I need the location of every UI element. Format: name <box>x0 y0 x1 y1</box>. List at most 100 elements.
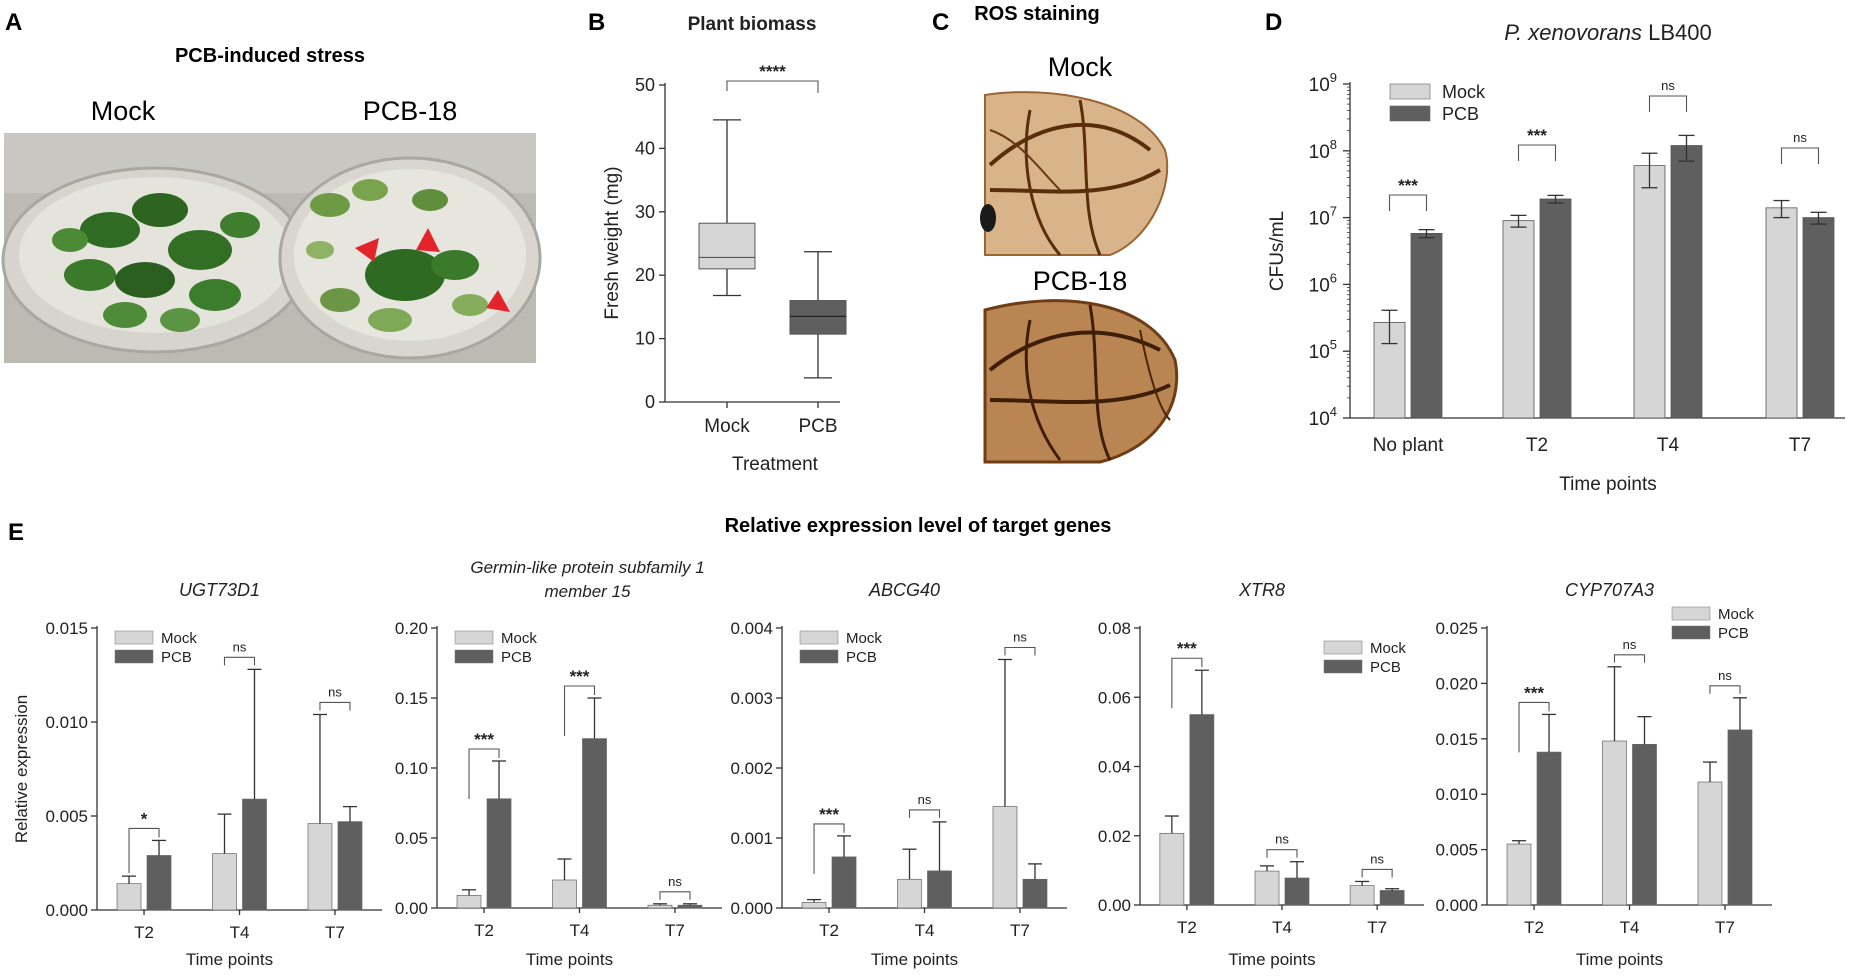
legend-label: PCB <box>1442 104 1479 124</box>
bar-group-t4 <box>1602 666 1657 906</box>
y-tick-label: 0.010 <box>45 713 88 732</box>
y-tick-label: 0.020 <box>1435 674 1478 693</box>
bar-group-t4 <box>1633 134 1703 419</box>
x-axis-label: Time points <box>1576 950 1663 969</box>
bar-group-t4 <box>897 821 952 909</box>
legend-swatch-pcb <box>114 649 154 664</box>
y-tick-label: 30 <box>635 202 655 222</box>
significance-e: * <box>128 809 160 874</box>
bar-group-t4 <box>1254 861 1310 906</box>
legend: Mock PCB <box>454 630 537 666</box>
bar-pcb <box>242 798 267 911</box>
x-tick-label: T4 <box>230 923 250 942</box>
significance-d: ns <box>1648 78 1688 112</box>
bar-pcb <box>1379 890 1405 906</box>
panel-a-title: PCB-induced stress <box>175 45 365 67</box>
y-tick-label: 108 <box>1309 137 1337 163</box>
y-tick-label: 0.004 <box>730 619 773 638</box>
significance-e: *** <box>1518 683 1550 753</box>
y-tick-label: 0.005 <box>45 807 88 826</box>
bar-mock <box>116 883 142 911</box>
panel-letter-d: D <box>1265 9 1282 36</box>
significance-bracket <box>468 748 500 799</box>
bar-pcb <box>1632 743 1657 906</box>
panel-b-boxplot: Plant biomass 0 10 20 30 40 50 Fresh weight (mg… <box>602 14 847 475</box>
legend-label: Mock <box>1718 606 1754 623</box>
chart-title: Germin-like protein subfamily 1 <box>470 558 704 577</box>
y-tick-label: 0.003 <box>730 689 773 708</box>
chart-title: ABCG40 <box>868 580 940 600</box>
significance-d: *** <box>1388 176 1428 211</box>
bar-pcb <box>1536 751 1562 906</box>
x-tick-label: T2 <box>474 921 494 940</box>
bar-pcb <box>927 870 952 909</box>
legend: Mock PCB <box>1671 606 1754 642</box>
bar-mock <box>1349 885 1375 906</box>
bar-group-no-plant <box>1373 229 1443 419</box>
panel-letter-a: A <box>5 9 22 36</box>
panel-c: ROS staining Mock PCB-18 <box>974 3 1179 464</box>
significance-e: ns <box>1709 668 1741 694</box>
panel-c-pcb-label: PCB-18 <box>1033 266 1128 296</box>
x-tick-label: Mock <box>704 416 750 437</box>
y-tick-label: 0.05 <box>395 829 428 848</box>
chart-title: Plant biomass <box>688 14 817 35</box>
bar-group-t2 <box>1502 194 1572 419</box>
significance-label: *** <box>819 805 839 824</box>
legend-swatch-mock <box>799 630 839 645</box>
y-tick-label: 0.04 <box>1098 758 1131 777</box>
bar-group-t7 <box>307 713 363 911</box>
significance-d: *** <box>1517 126 1557 161</box>
box-iqr <box>698 222 756 270</box>
legend-label: PCB <box>1370 659 1401 676</box>
significance-bracket <box>1388 194 1428 211</box>
significance-label: ns <box>1623 637 1637 652</box>
significance-bracket <box>726 80 819 93</box>
bar-mock <box>897 878 922 909</box>
x-tick-label: T2 <box>1177 918 1197 937</box>
significance-label: ns <box>918 792 932 807</box>
bar-group-t2 <box>116 839 172 911</box>
significance-bracket <box>813 823 845 874</box>
chart-title: member 15 <box>545 582 632 601</box>
significance-e: ns <box>1004 630 1036 656</box>
x-tick-label: T7 <box>325 923 345 942</box>
y-tick-label: 0.001 <box>730 829 773 848</box>
y-tick-label: 0.002 <box>730 759 773 778</box>
significance-label: ns <box>328 684 342 699</box>
ros-stain-mock-image <box>980 91 1169 256</box>
legend-swatch-mock <box>1323 640 1363 655</box>
panel-c-mock-label: Mock <box>1048 52 1113 82</box>
panel-c-title: ROS staining <box>974 3 1100 25</box>
significance-label: * <box>141 809 148 828</box>
x-tick-label: T7 <box>1010 921 1030 940</box>
chart-title-species: P. xenovorans <box>1504 20 1642 45</box>
significance-label: ns <box>668 874 682 889</box>
x-tick-label: T4 <box>570 921 590 940</box>
bar-mock <box>992 806 1018 909</box>
significance-e: ns <box>908 792 941 818</box>
bar-mock <box>307 823 333 911</box>
chart-title: XTR8 <box>1238 580 1285 600</box>
x-axis-label: Time points <box>871 950 958 969</box>
significance-label: ns <box>1013 630 1027 645</box>
x-tick-label: T4 <box>1272 918 1292 937</box>
legend-swatch-pcb <box>454 649 494 664</box>
x-axis-label: Time points <box>186 950 273 969</box>
y-tick-label: 0.20 <box>395 619 428 638</box>
significance-bracket <box>908 809 941 818</box>
arrow-marker-icon <box>355 238 379 262</box>
panel-letter-b: B <box>588 9 605 36</box>
x-tick-label: No plant <box>1373 435 1444 456</box>
legend-label: Mock <box>161 630 197 647</box>
bar-group-t7 <box>1765 199 1835 419</box>
bar-pcb <box>831 856 857 909</box>
significance-label: *** <box>570 667 590 686</box>
bar-mock <box>1254 870 1280 906</box>
y-tick-label: 0.000 <box>1435 896 1478 915</box>
panel-e-chart-abcg40: ABCG40 0.000 0.001 0.002 0.003 0.004 T2 *** T4 ns… <box>730 580 1067 969</box>
bar-pcb <box>1670 145 1703 419</box>
y-tick-label: 0.00 <box>395 899 428 918</box>
bar-group-t4 <box>552 697 607 909</box>
